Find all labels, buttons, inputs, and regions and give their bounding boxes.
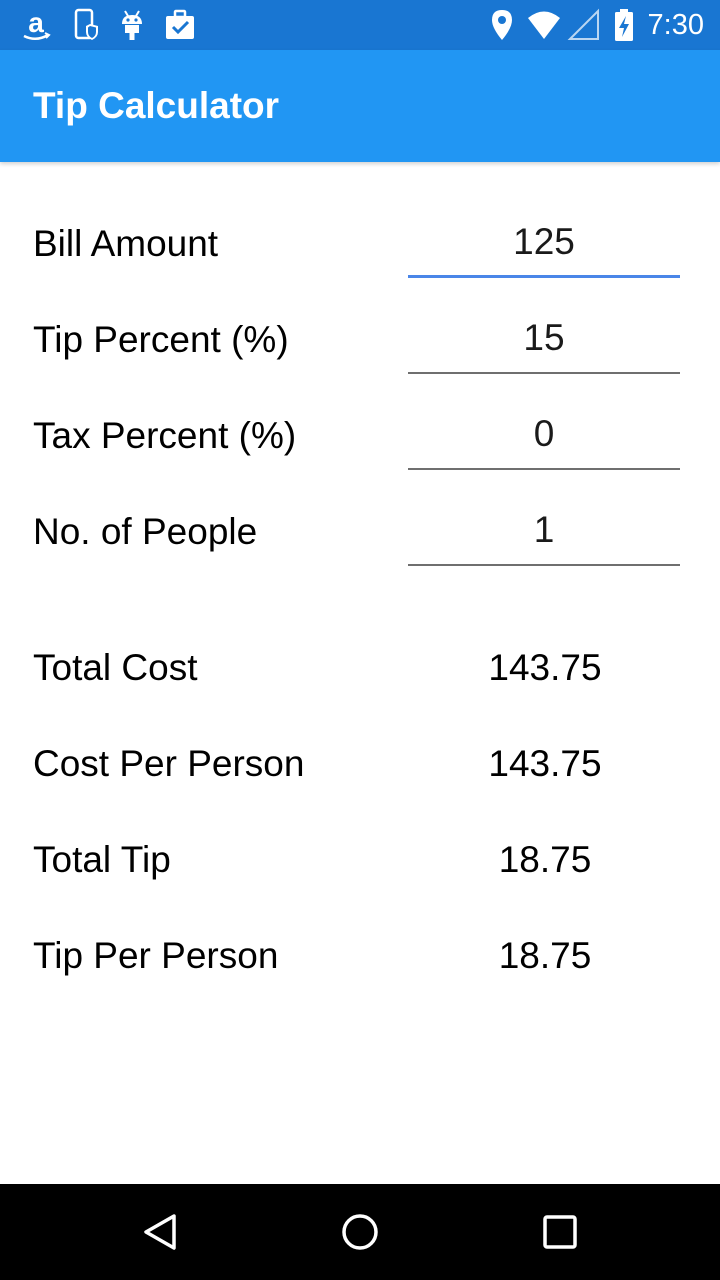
cost-per-person-label: Cost Per Person	[33, 743, 305, 784]
briefcase-check-icon	[166, 9, 194, 39]
total-cost-label: Total Cost	[33, 647, 198, 688]
wifi-icon	[528, 11, 560, 39]
total-cost-row: Total Cost 143.75	[0, 628, 720, 708]
tax-percent-row: Tax Percent (%)	[0, 396, 720, 476]
cost-per-person-value: 143.75	[488, 743, 602, 784]
tax-percent-input[interactable]	[408, 400, 680, 470]
status-time: 7:30	[647, 9, 704, 41]
battery-charging-icon	[615, 9, 633, 41]
bill-amount-row: Bill Amount	[0, 204, 720, 284]
total-tip-label: Total Tip	[33, 839, 171, 880]
home-icon[interactable]	[336, 1208, 384, 1256]
svg-text:a: a	[28, 7, 44, 38]
bill-amount-label: Bill Amount	[33, 223, 219, 264]
android-icon	[122, 10, 142, 40]
tip-percent-row: Tip Percent (%)	[0, 300, 720, 380]
people-count-row: No. of People	[0, 492, 720, 572]
tip-percent-label: Tip Percent (%)	[33, 319, 289, 360]
bill-amount-input[interactable]	[408, 208, 680, 278]
tip-per-person-value: 18.75	[498, 935, 592, 976]
total-cost-value: 143.75	[488, 647, 602, 688]
tip-per-person-label: Tip Per Person	[33, 935, 279, 976]
cellular-signal-icon	[567, 8, 599, 40]
total-tip-value: 18.75	[498, 839, 592, 880]
tip-percent-input[interactable]	[408, 304, 680, 374]
back-icon[interactable]	[136, 1208, 184, 1256]
tax-percent-label: Tax Percent (%)	[33, 415, 297, 456]
location-pin-icon	[492, 10, 512, 40]
navigation-bar	[0, 1184, 720, 1280]
app-bar: Tip Calculator	[0, 50, 720, 162]
tip-per-person-row: Tip Per Person 18.75	[0, 916, 720, 996]
cost-per-person-row: Cost Per Person 143.75	[0, 724, 720, 804]
recents-icon[interactable]	[536, 1208, 584, 1256]
status-bar: a	[0, 0, 720, 50]
people-count-input[interactable]	[408, 496, 680, 566]
phone-shield-icon	[74, 8, 98, 40]
app-title: Tip Calculator	[33, 85, 280, 126]
total-tip-row: Total Tip 18.75	[0, 820, 720, 900]
amazon-icon: a	[23, 7, 51, 40]
people-count-label: No. of People	[33, 511, 258, 552]
